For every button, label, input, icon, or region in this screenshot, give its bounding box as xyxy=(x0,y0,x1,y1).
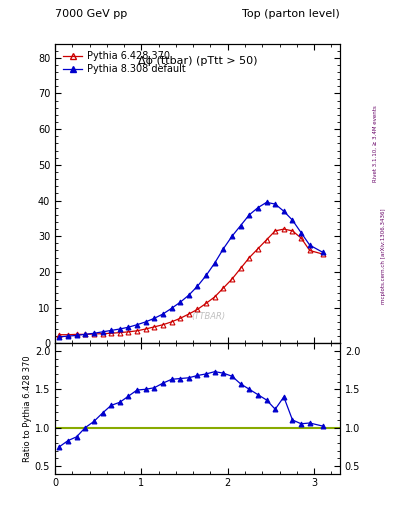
Text: 7000 GeV pp: 7000 GeV pp xyxy=(55,9,127,19)
Y-axis label: Ratio to Pythia 6.428 370: Ratio to Pythia 6.428 370 xyxy=(23,355,32,462)
Text: Δϕ (t̄tbar) (pTtt > 50): Δϕ (t̄tbar) (pTtt > 50) xyxy=(138,55,257,66)
Text: Rivet 3.1.10, ≥ 3.4M events: Rivet 3.1.10, ≥ 3.4M events xyxy=(373,105,378,182)
Text: Top (parton level): Top (parton level) xyxy=(242,9,340,19)
Text: (TTBAR): (TTBAR) xyxy=(192,312,226,322)
Legend: Pythia 6.428 370, Pythia 8.308 default: Pythia 6.428 370, Pythia 8.308 default xyxy=(60,48,189,77)
Text: mcplots.cern.ch [arXiv:1306.3436]: mcplots.cern.ch [arXiv:1306.3436] xyxy=(381,208,386,304)
